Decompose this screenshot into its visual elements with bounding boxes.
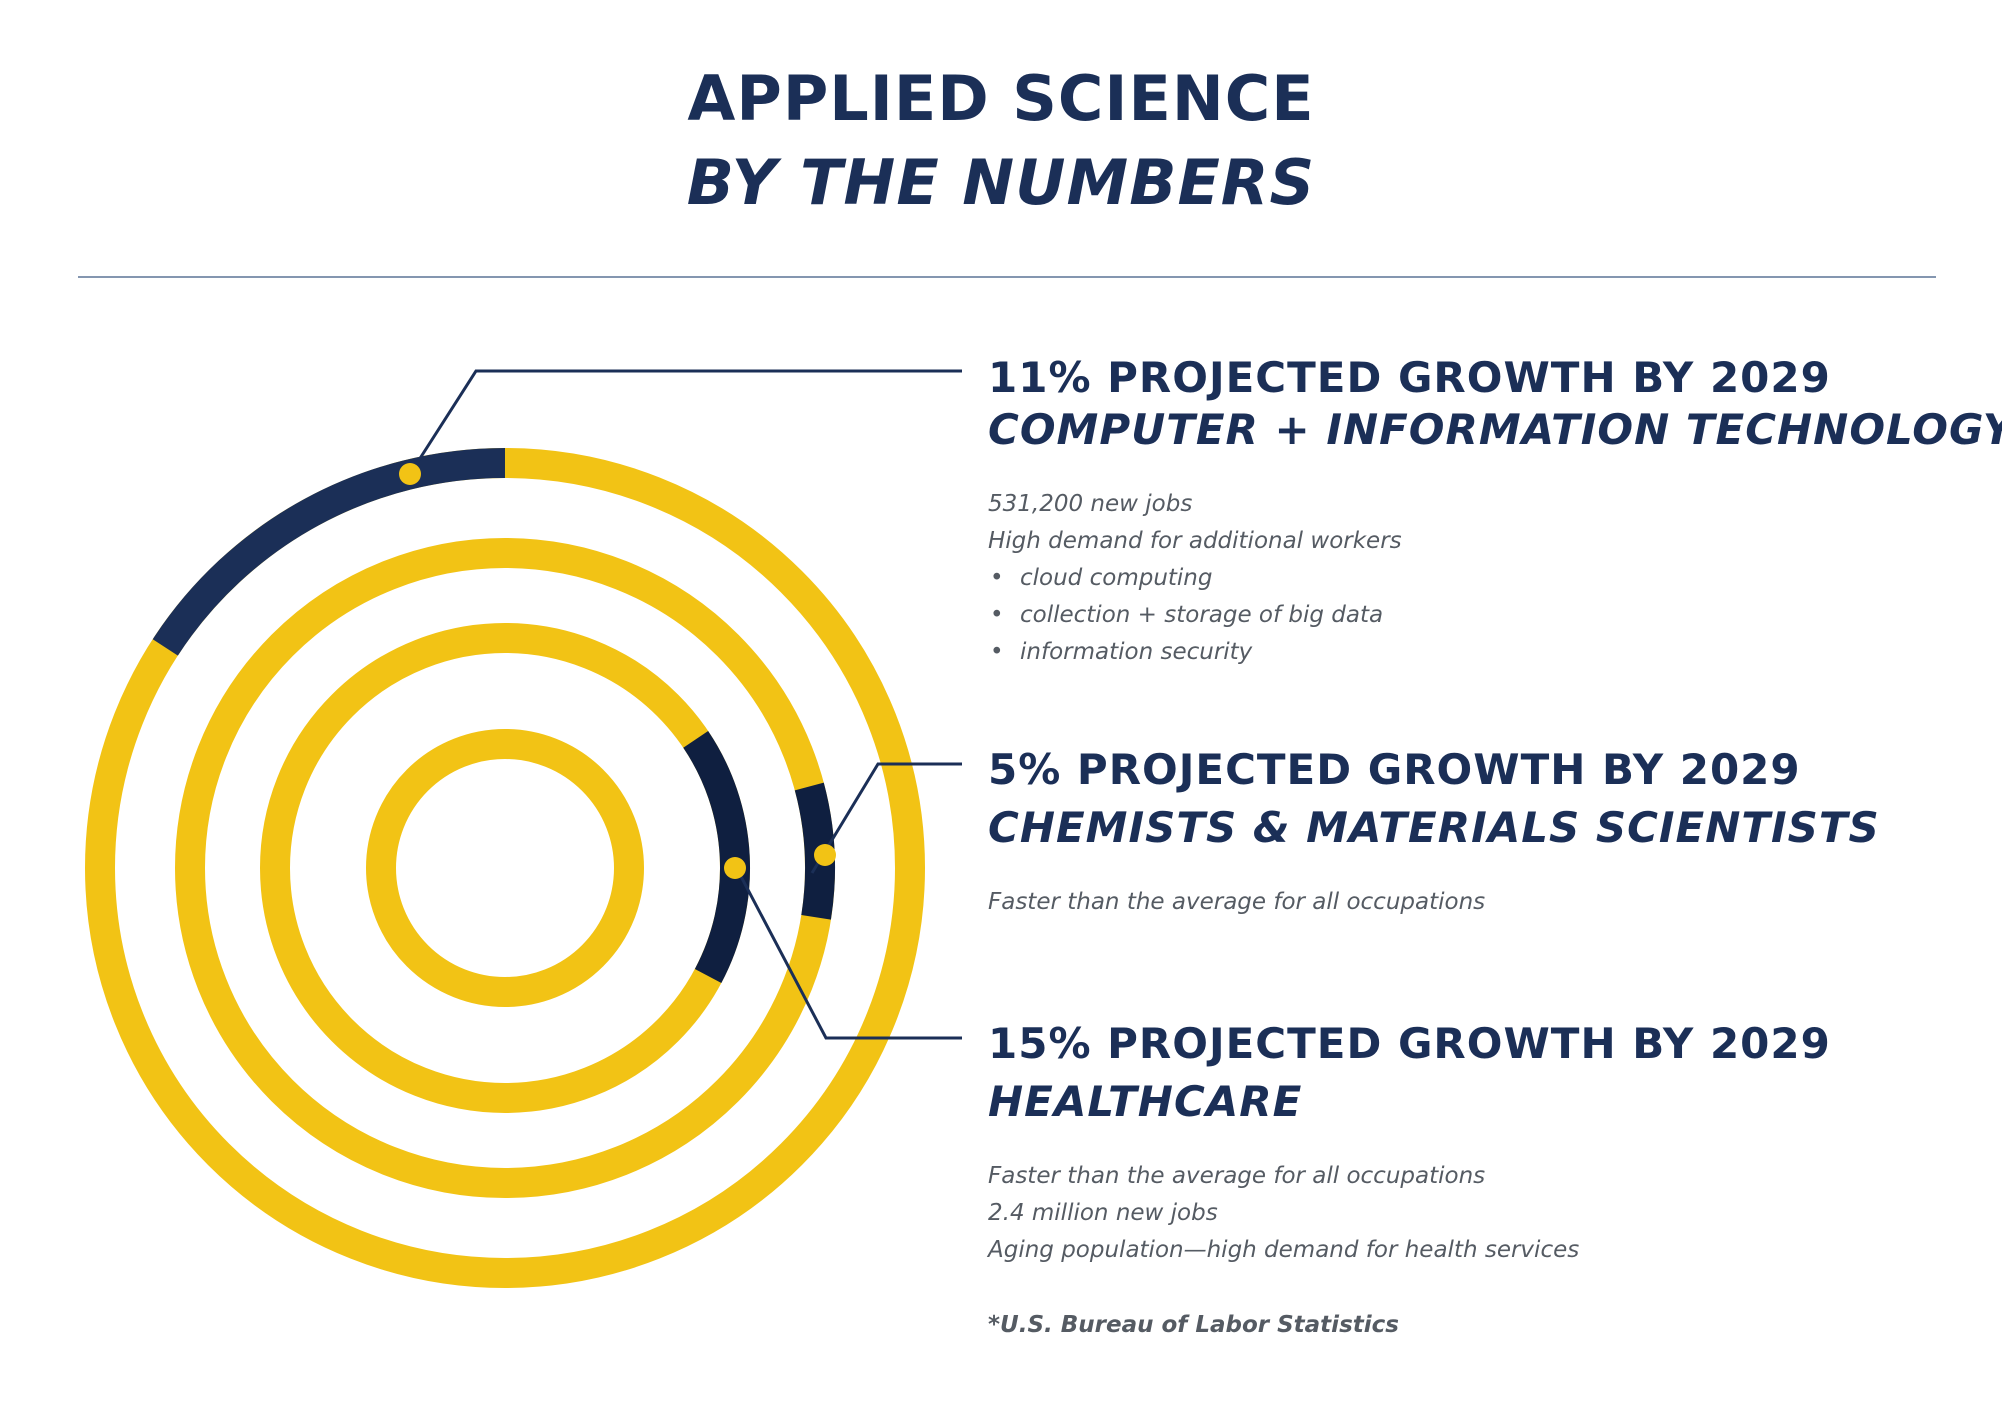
page-subtitle: BY THE NUMBERS (686, 146, 1316, 219)
bullet-item: cloud computing (988, 560, 1948, 597)
segment-computer-it (152, 448, 506, 656)
section-heading: 5% PROJECTED GROWTH BY 2029 (988, 745, 1801, 794)
marker-chemists (814, 844, 836, 866)
section-heading: 11% PROJECTED GROWTH BY 2029 (988, 353, 1831, 402)
section-chemists: 5% PROJECTED GROWTH BY 2029 CHEMISTS & M… (988, 744, 1948, 921)
section-details: 531,200 new jobs High demand for additio… (988, 486, 1948, 671)
ring-inner (366, 729, 644, 1007)
marker-computer-it (399, 463, 421, 485)
detail-line: Faster than the average for all occupati… (988, 1163, 1486, 1189)
bullet-item: information security (988, 634, 1948, 671)
detail-line: Faster than the average for all occupati… (988, 889, 1486, 915)
source-footnote: *U.S. Bureau of Labor Statistics (988, 1312, 1399, 1338)
section-subheading: CHEMISTS & MATERIALS SCIENTISTS (988, 803, 1880, 852)
ring-third (260, 623, 750, 1113)
leader-line-healthcare (734, 866, 962, 1040)
section-subheading: HEALTHCARE (988, 1077, 1303, 1126)
bullet-list: cloud computing collection + storage of … (988, 560, 1948, 671)
section-computer-it: 11% PROJECTED GROWTH BY 2029 COMPUTER + … (988, 352, 2002, 671)
bullet-item: collection + storage of big data (988, 597, 1948, 634)
detail-line: High demand for additional workers (988, 528, 1402, 554)
section-details: Faster than the average for all occupati… (988, 884, 1948, 921)
page-title: APPLIED SCIENCE (687, 62, 1315, 135)
section-subheading: COMPUTER + INFORMATION TECHNOLOGY (988, 405, 2002, 454)
leader-line-chemists (810, 762, 962, 874)
header-divider (78, 276, 1936, 278)
segment-healthcare (683, 731, 751, 984)
section-healthcare: 15% PROJECTED GROWTH BY 2029 HEALTHCARE … (988, 1018, 1948, 1269)
detail-line: Aging population—high demand for health … (988, 1237, 1580, 1263)
detail-line: 531,200 new jobs (988, 491, 1193, 517)
section-details: Faster than the average for all occupati… (988, 1158, 1948, 1269)
marker-healthcare (724, 857, 746, 879)
radial-growth-chart (85, 369, 962, 1288)
section-heading: 15% PROJECTED GROWTH BY 2029 (988, 1019, 1831, 1068)
detail-line: 2.4 million new jobs (988, 1200, 1218, 1226)
leader-line-computer-it (408, 369, 962, 475)
